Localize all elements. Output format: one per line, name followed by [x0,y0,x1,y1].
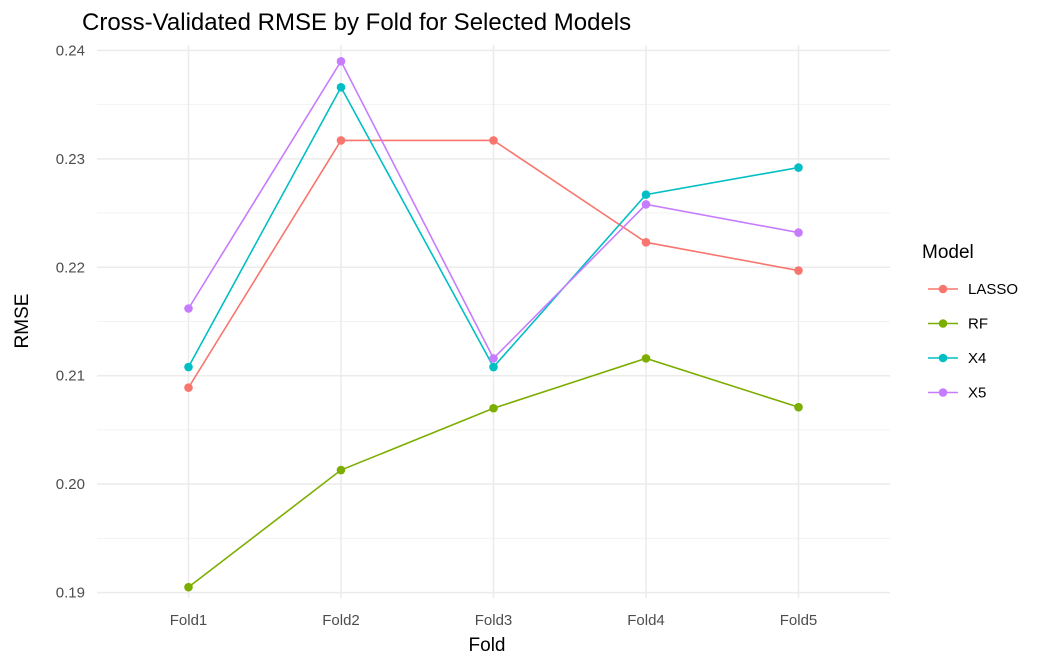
data-point-lasso [489,136,498,145]
legend-item-rf: RF [928,316,988,333]
legend-item-x4: X4 [928,350,986,367]
y-axis: 0.19 0.20 0.21 0.22 0.23 0.24 [56,42,85,601]
data-point-x4 [184,362,193,372]
data-point-lasso [641,238,651,247]
data-point-lasso [794,266,803,275]
data-point-x5 [489,354,498,363]
x-axis: Fold1 Fold2 Fold3 Fold4 Fold5 [170,612,818,629]
legend-key-point [938,319,948,328]
data-point-x4 [641,190,651,199]
series-x5 [184,56,803,363]
data-point-x5 [184,304,193,313]
legend-key-point [938,284,948,294]
data-point-rf [794,402,803,412]
y-axis-title: RMSE [12,294,33,349]
data-point-rf [489,403,498,413]
series-rf [184,354,803,592]
series-lasso [184,136,803,392]
data-point-x5 [336,56,346,66]
x-tick-label: Fold4 [627,612,665,629]
y-tick-label: 0.19 [56,585,85,602]
data-point-x5 [641,200,651,209]
y-tick-label: 0.22 [56,259,85,276]
x-tick-label: Fold5 [780,612,818,629]
chart-title: Cross-Validated RMSE by Fold for Selecte… [82,9,631,36]
legend-label: LASSO [968,281,1018,298]
data-point-x5 [794,228,803,237]
data-point-x4 [336,82,346,92]
data-point-lasso [184,383,193,392]
x-tick-label: Fold3 [475,612,513,629]
x-tick-label: Fold2 [322,612,360,629]
legend-label: RF [968,316,988,333]
y-tick-label: 0.20 [56,476,85,493]
legend-key-point [938,388,948,397]
y-tick-label: 0.21 [56,368,85,385]
legend-item-lasso: LASSO [928,281,1018,298]
legend-key-point [938,353,948,363]
y-tick-label: 0.24 [56,42,85,59]
data-point-rf [641,354,651,363]
data-point-lasso [336,136,346,145]
legend-title: Model [922,242,974,263]
y-tick-label: 0.23 [56,151,85,168]
legend-label: X4 [968,350,986,367]
legend-label: X5 [968,385,986,402]
data-point-x4 [489,362,498,372]
grid [97,45,890,598]
data-point-rf [336,465,346,475]
x-axis-title: Fold [469,635,506,656]
series-layer [184,56,803,592]
x-tick-label: Fold1 [170,612,208,629]
data-point-rf [184,582,193,592]
legend: Model LASSO RF X4 X5 [922,242,1018,402]
legend-item-x5: X5 [928,385,986,402]
data-point-x4 [794,163,803,172]
series-x4 [184,82,803,372]
